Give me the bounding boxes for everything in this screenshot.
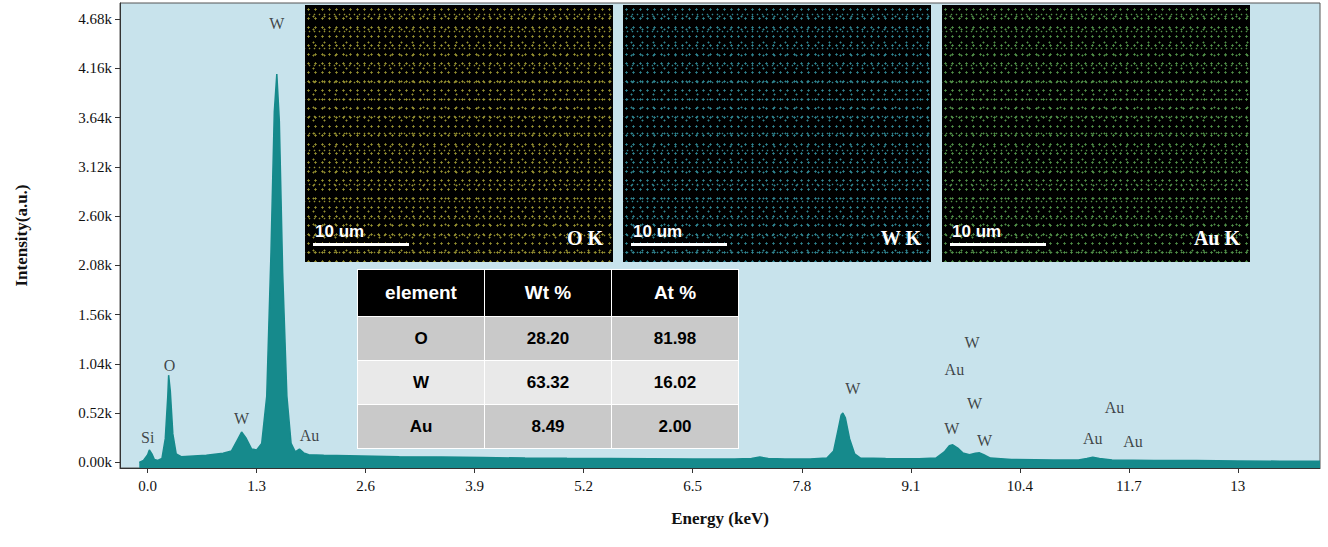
html-text:10 um: 10 um [315,222,365,241]
html-text:63.32: 63.32 [526,372,570,392]
html-text:10 um: 10 um [952,222,1002,241]
svg-text:13: 13 [1230,478,1245,494]
svg-text:W: W [944,420,960,437]
html-text:8.49: 8.49 [531,416,565,436]
svg-text:O: O [164,357,176,374]
svg-text:10.4: 10.4 [1007,478,1034,494]
svg-text:Au: Au [1105,399,1125,416]
html-text:At %: At % [653,282,697,303]
html-text:28.20: 28.20 [526,328,570,348]
svg-text:2.08k: 2.08k [78,257,112,273]
svg-text:4.16k: 4.16k [78,60,112,76]
html-text:O: O [414,328,428,348]
svg-text:7.8: 7.8 [792,478,811,494]
svg-text:W: W [977,432,993,449]
svg-text:1.3: 1.3 [247,478,266,494]
svg-text:11.7: 11.7 [1116,478,1142,494]
html-text:Au: Au [409,416,433,436]
html-text:16.02: 16.02 [653,372,697,392]
svg-text:0.0: 0.0 [138,478,157,494]
svg-text:0.52k: 0.52k [78,405,112,421]
html-text:element: element [385,282,457,303]
svg-text:1.04k: 1.04k [78,356,112,372]
svg-text:2.6: 2.6 [356,478,375,494]
svg-text:4.68k: 4.68k [78,11,112,27]
html-text:Wt %: Wt % [524,282,572,303]
html-text:10 um: 10 um [633,222,683,241]
svg-text:3.9: 3.9 [465,478,484,494]
svg-text:Si: Si [141,429,155,446]
svg-text:9.1: 9.1 [901,478,920,494]
svg-text:3.12k: 3.12k [78,159,112,175]
html-text:Au K: Au K [1193,227,1240,249]
svg-text:1.56k: 1.56k [78,307,112,323]
svg-text:5.2: 5.2 [574,478,593,494]
html-text:81.98: 81.98 [653,328,697,348]
svg-text:Au: Au [1083,430,1103,447]
html-text:2.00: 2.00 [658,416,692,436]
svg-text:W: W [234,410,250,427]
svg-text:6.5: 6.5 [683,478,702,494]
svg-text:W: W [269,15,285,32]
svg-text:Intensity(a.u.): Intensity(a.u.) [12,184,31,286]
svg-text:W: W [845,380,861,397]
html-text:W: W [413,372,429,392]
svg-text:2.60k: 2.60k [78,208,112,224]
svg-text:W: W [964,334,980,351]
html-text:O K: O K [566,227,603,249]
svg-text:Au: Au [1123,433,1143,450]
html-text:W K: W K [880,227,921,249]
svg-text:Au: Au [300,427,320,444]
svg-text:3.64k: 3.64k [78,110,112,126]
svg-text:0.00k: 0.00k [78,454,112,470]
svg-text:Au: Au [945,361,965,378]
svg-text:W: W [967,395,983,412]
svg-text:Energy (keV): Energy (keV) [671,509,769,528]
